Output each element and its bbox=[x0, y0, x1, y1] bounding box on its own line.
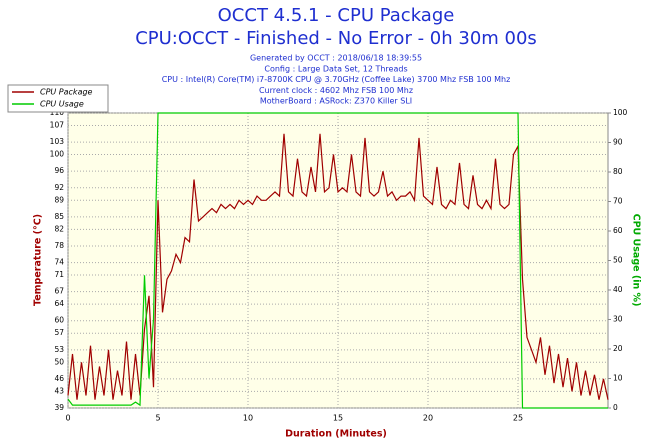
y-tick-label: 100 bbox=[50, 150, 65, 159]
y-tick-label: 107 bbox=[50, 120, 65, 129]
x-tick-label: 10 bbox=[243, 414, 253, 423]
y2-tick-label: 80 bbox=[613, 167, 623, 176]
y-tick-label: 43 bbox=[54, 386, 64, 395]
y-tick-label: 96 bbox=[54, 166, 64, 175]
info-line: Generated by OCCT : 2018/06/18 18:39:55 bbox=[250, 54, 422, 63]
y2-tick-label: 70 bbox=[613, 197, 623, 206]
y-tick-label: 85 bbox=[54, 212, 64, 221]
legend-label: CPU Usage bbox=[40, 100, 84, 109]
y2-tick-label: 40 bbox=[613, 285, 623, 294]
info-line: MotherBoard : ASRock: Z370 Killer SLI bbox=[260, 97, 412, 106]
y-tick-label: 74 bbox=[54, 258, 64, 267]
chart-title: OCCT 4.5.1 - CPU Package bbox=[218, 5, 455, 26]
info-line: CPU : Intel(R) Core(TM) i7-8700K CPU @ 3… bbox=[162, 75, 511, 84]
y-tick-label: 46 bbox=[54, 374, 64, 383]
x-tick-label: 0 bbox=[65, 414, 70, 423]
y-tick-label: 82 bbox=[54, 224, 64, 233]
y-tick-label: 78 bbox=[54, 241, 64, 250]
chart-subtitle: CPU:OCCT - Finished - No Error - 0h 30m … bbox=[135, 28, 537, 49]
y-tick-label: 53 bbox=[54, 345, 64, 354]
y2-tick-label: 50 bbox=[613, 256, 623, 265]
info-line: Current clock : 4602 Mhz FSB 100 Mhz bbox=[259, 86, 413, 95]
y-tick-label: 64 bbox=[54, 299, 64, 308]
y-tick-label: 57 bbox=[54, 328, 64, 337]
legend-box bbox=[7, 84, 109, 113]
y-tick-label: 92 bbox=[54, 183, 64, 192]
y2-tick-label: 0 bbox=[613, 403, 618, 412]
x-tick-label: 5 bbox=[155, 414, 160, 423]
y2-tick-label: 10 bbox=[613, 374, 623, 383]
y-tick-label: 89 bbox=[54, 195, 64, 204]
info-line: Config : Large Data Set, 12 Threads bbox=[264, 64, 407, 73]
legend-label: CPU Package bbox=[40, 88, 93, 97]
y2-tick-label: 60 bbox=[613, 226, 623, 235]
x-tick-label: 20 bbox=[423, 414, 433, 423]
x-tick-label: 15 bbox=[333, 414, 343, 423]
y-tick-label: 60 bbox=[54, 316, 64, 325]
x-tick-label: 25 bbox=[513, 414, 523, 423]
y-tick-label: 50 bbox=[54, 357, 64, 366]
y-axis-label: Temperature (°C) bbox=[33, 214, 44, 306]
y2-axis-label: CPU Usage (in %) bbox=[631, 214, 642, 307]
x-axis-label: Duration (Minutes) bbox=[285, 429, 387, 440]
y-tick-label: 71 bbox=[54, 270, 64, 279]
y2-tick-label: 30 bbox=[613, 315, 623, 324]
y2-tick-label: 20 bbox=[613, 344, 623, 353]
y-tick-label: 39 bbox=[54, 403, 64, 412]
y2-tick-label: 90 bbox=[613, 138, 623, 147]
y2-tick-label: 100 bbox=[613, 108, 628, 117]
y-tick-label: 67 bbox=[54, 287, 64, 296]
series-line bbox=[67, 112, 608, 409]
y-tick-label: 103 bbox=[50, 137, 65, 146]
